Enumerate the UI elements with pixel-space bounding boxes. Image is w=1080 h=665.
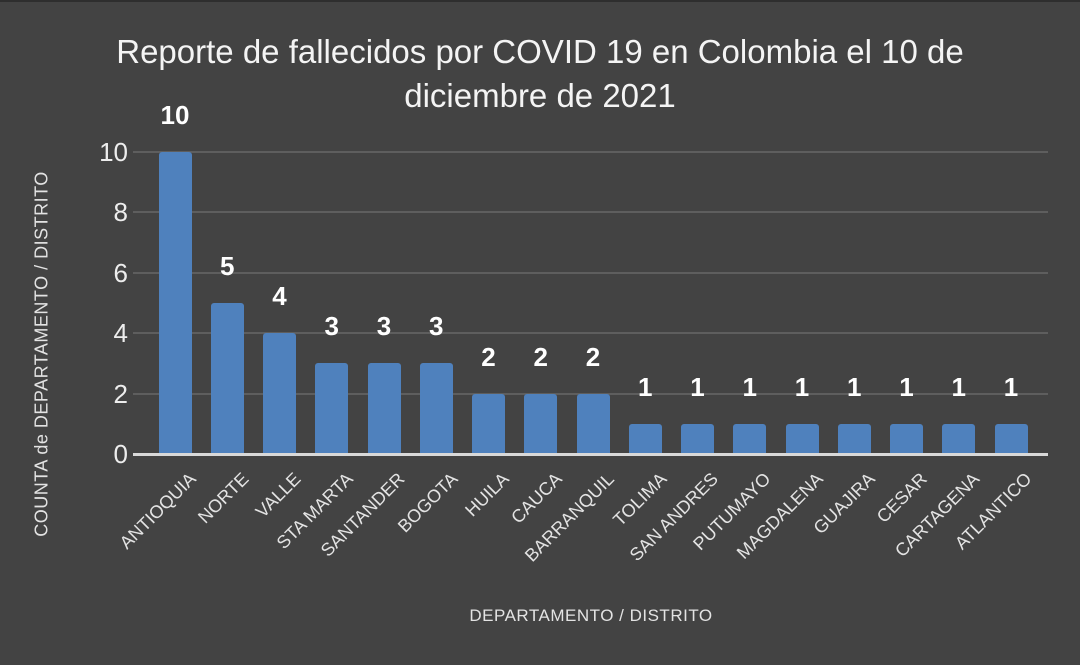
chart-title: Reporte de fallecidos por COVID 19 en Co… [0, 30, 1080, 118]
bar-norte [210, 303, 244, 454]
bar-antioquia [158, 152, 192, 454]
gridline-8 [133, 211, 1048, 214]
bar-value-antioquia: 10 [160, 100, 190, 130]
bar-magdalena [785, 423, 819, 454]
bar-value-cartagena: 1 [951, 371, 966, 402]
bar-sta-marta [315, 363, 349, 454]
gridline-4 [133, 332, 1048, 335]
bar-value-cesar: 1 [899, 371, 914, 402]
bar-barranquil [576, 393, 610, 454]
y-tick-label-6: 6 [113, 257, 128, 288]
gridline-10 [133, 151, 1048, 153]
bar-value-san-andres: 1 [690, 371, 705, 402]
bar-putumayo [733, 423, 767, 454]
bar-value-cauca: 2 [533, 341, 548, 372]
bar-value-bogota: 3 [429, 311, 444, 342]
bar-cesar [890, 423, 923, 454]
bar-value-sta-marta: 3 [324, 311, 339, 342]
y-tick-label-2: 2 [113, 378, 128, 409]
bar-value-atlantico: 1 [1003, 371, 1019, 402]
bar-value-magdalena: 1 [794, 371, 810, 402]
bar-santander [367, 363, 401, 454]
bar-atlantico [994, 423, 1028, 454]
x-axis-line [133, 453, 1048, 456]
x-label-norte: NORTE [193, 468, 253, 528]
y-tick-label-8: 8 [113, 197, 128, 228]
bar-tolima [628, 423, 662, 454]
y-tick-label-0: 0 [113, 439, 128, 469]
bar-san-andres [681, 423, 714, 454]
bar-value-valle: 4 [272, 281, 287, 312]
bar-huila [472, 393, 505, 454]
bar-value-putumayo: 1 [742, 371, 757, 402]
y-tick-label-10: 10 [99, 137, 128, 167]
bar-value-guajira: 1 [847, 371, 862, 402]
bar-value-santander: 3 [376, 311, 392, 342]
y-tick-label-4: 4 [113, 318, 128, 349]
x-axis-title: DEPARTAMENTO / DISTRITO [469, 606, 713, 625]
bar-guajira [837, 423, 871, 454]
bar-valle [263, 333, 296, 454]
x-label-antioquia: ANTIOQUIA [115, 468, 200, 553]
chart-title-line-1: Reporte de fallecidos por COVID 19 en Co… [116, 33, 964, 70]
bar-value-norte: 5 [220, 251, 235, 281]
chart-title-line-2: diciembre de 2021 [404, 77, 676, 114]
bar-value-tolima: 1 [638, 371, 653, 402]
gridline-6 [133, 271, 1048, 274]
bar-value-huila: 2 [481, 341, 496, 372]
bar-bogota [419, 363, 453, 454]
bar-cartagena [942, 423, 976, 454]
bar-value-barranquil: 2 [585, 341, 601, 372]
bar-cauca [524, 393, 558, 454]
